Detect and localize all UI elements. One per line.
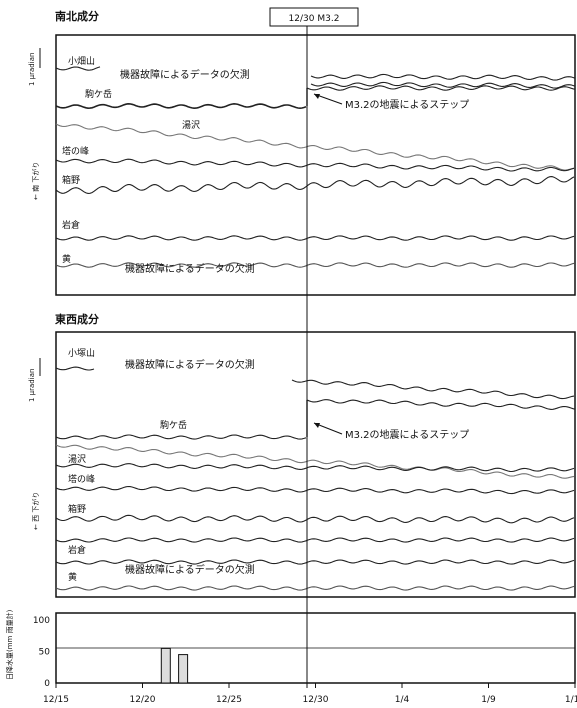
event-label-box [269, 7, 359, 27]
x-axis-ticks: 12/15 12/20 12/25 12/30 1/4 1/9 1/14 [43, 683, 577, 705]
ns-direction-label: ← 南 下がり [31, 162, 40, 200]
ns-trace-0b-seg1 [310, 81, 576, 89]
ew-panel-frame [55, 331, 576, 598]
ns-trace-3-seg0 [55, 158, 575, 172]
ns-trace-0a-seg0 [55, 66, 101, 71]
ns-series-label-5: 岩倉 [62, 219, 80, 231]
rain-yticks: 100 50 0 [33, 616, 50, 689]
ns-annotation-step: M3.2の地震によるステップ [345, 98, 469, 111]
ew-step-arrowhead [314, 423, 320, 428]
ns-series-label-1: 駒ケ岳 [85, 88, 112, 100]
x-tick-label-4: 1/4 [395, 695, 410, 705]
ew-annotation-step: M3.2の地震によるステップ [345, 428, 469, 441]
x-tick-label-0: 12/15 [43, 695, 69, 705]
ew-direction-label: ← 西 下がり [31, 492, 40, 530]
ew-series-label-2: 湯沢 [68, 453, 86, 465]
ew-panel-title: 東西成分 [55, 312, 99, 326]
ew-trace-1-seg0 [55, 434, 307, 440]
ns-annotation-missing-bottom: 機器故障によるデータの欠測 [125, 262, 255, 275]
x-tick-label-1: 12/20 [130, 695, 156, 705]
ns-series-label-0: 小畑山 [68, 55, 95, 67]
ns-scale-label: 1 μradian [28, 53, 36, 86]
x-tick-label-3: 12/30 [303, 695, 329, 705]
ns-series-label-6: 黄 [62, 253, 71, 265]
ew-trace-5-seg0 [55, 514, 575, 524]
event-label: 12/30 M3.2 [289, 14, 340, 24]
ew-annotation-missing-top: 機器故障によるデータの欠測 [125, 358, 255, 371]
ns-trace-1-seg0 [55, 102, 307, 110]
ew-trace-6-seg0 [55, 537, 575, 543]
rain-ylabel: 日降水量(mm 雨量計) [5, 609, 14, 680]
ns-series-label-2: 湯沢 [182, 119, 200, 131]
ew-series-label-6: 黄 [68, 571, 77, 583]
x-tick-label-6: 1/14 [565, 695, 577, 705]
x-tick-label-2: 12/25 [216, 695, 242, 705]
ns-series-label-3: 塔の峰 [62, 145, 89, 157]
x-tick-label-5: 1/9 [481, 695, 496, 705]
ew-traces [55, 366, 576, 591]
ns-series-label-4: 箱野 [62, 174, 80, 186]
ew-trace-7-seg0 [55, 559, 575, 565]
ew-trace-0a-seg0 [55, 366, 95, 371]
ew-scale-label: 1 μradian [28, 369, 36, 402]
rain-bar-12/22 [178, 654, 189, 684]
ew-trace-1-seg1 [306, 399, 576, 410]
ew-trace-2-seg0 [55, 444, 575, 479]
ew-annotation-missing-bottom: 機器故障によるデータの欠測 [125, 563, 255, 576]
rain-ytick-0: 0 [44, 679, 50, 689]
ew-series-label-4: 箱野 [68, 503, 86, 515]
rain-bars [160, 647, 189, 684]
ew-series-label-3: 塔の峰 [68, 473, 95, 485]
ns-trace-2-seg0 [55, 123, 575, 171]
ns-trace-6-seg0 [55, 262, 575, 268]
ew-series-label-5: 岩倉 [68, 544, 86, 556]
ns-panel-title: 南北成分 [55, 9, 99, 23]
ns-trace-1-seg1 [306, 85, 576, 91]
rain-ytick-100: 100 [33, 616, 50, 626]
ew-trace-4-seg0 [55, 485, 575, 495]
ns-traces [55, 66, 576, 268]
ns-trace-0b-seg0 [310, 73, 576, 81]
ew-series-label-0: 小塚山 [68, 348, 95, 359]
ns-annotation-missing-top: 機器故障によるデータの欠測 [120, 68, 250, 81]
ew-trace-0b-seg0 [291, 379, 575, 400]
ew-trace-3-seg0 [55, 463, 575, 473]
ew-trace-8-seg0 [55, 585, 575, 591]
ns-panel-frame [55, 34, 576, 296]
ns-trace-4-seg0 [55, 176, 575, 194]
ns-trace-5-seg0 [55, 235, 575, 241]
rain-ytick-50: 50 [39, 648, 51, 658]
ew-series-label-1: 駒ケ岳 [160, 419, 187, 431]
rain-bar-12/21 [160, 647, 171, 684]
ns-step-arrowhead [314, 94, 320, 99]
